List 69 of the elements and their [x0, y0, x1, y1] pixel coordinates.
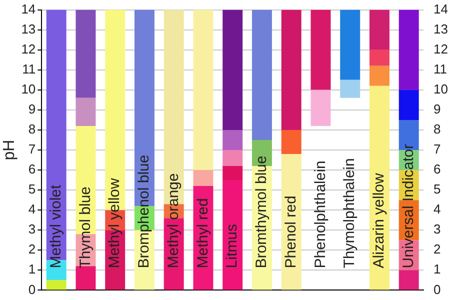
x-tick-label: Alizarin yellow	[370, 173, 388, 268]
bar	[222, 10, 243, 130]
bar	[222, 166, 243, 180]
bar	[193, 10, 214, 170]
bar	[369, 10, 390, 50]
y2-tick-label: 13	[434, 21, 448, 36]
y-tick-label: 4	[28, 202, 36, 217]
x-tick-label: Phenol red	[282, 196, 300, 268]
y-tick-label: 1	[28, 262, 36, 277]
x-tick-label: Universal Indicator	[400, 144, 417, 268]
bar	[340, 80, 360, 98]
x-tick-label: Bromthymol blue	[253, 156, 270, 268]
y-tick-label: 10	[21, 81, 36, 96]
y-tick-label: 0	[28, 282, 36, 297]
x-tick-label: Methyl orange	[164, 173, 182, 268]
bar	[76, 10, 96, 98]
y-tick-label: 12	[21, 41, 36, 56]
bar	[369, 86, 390, 290]
y2-tick-label: 3	[434, 222, 441, 237]
y2-tick-label: 8	[434, 122, 441, 137]
y2-tick-label: 1	[434, 262, 441, 277]
bar	[310, 90, 331, 126]
y-tick-label: 14	[21, 1, 36, 16]
x-tick-label: Methyl violet	[47, 184, 64, 268]
bar	[398, 270, 419, 290]
y-tick-label: 11	[22, 61, 36, 76]
y-tick-label: 3	[28, 222, 36, 237]
bar	[281, 130, 302, 154]
y2-tick-label: 11	[434, 61, 448, 76]
y-tick-label: 8	[28, 122, 36, 137]
x-tick-label: Bromphenol blue	[136, 154, 153, 268]
x-tick-label: Methyl yellow	[106, 178, 124, 268]
y2-tick-label: 2	[434, 242, 441, 257]
y-tick-label: 13	[21, 21, 36, 36]
x-tick-label: Thymol blue	[76, 186, 94, 268]
bar	[340, 10, 360, 80]
y2-tick-label: 6	[434, 162, 441, 177]
x-tick-label: Methyl red	[194, 198, 212, 268]
y2-tick-label: 14	[434, 1, 448, 16]
y-tick-label: 2	[28, 242, 36, 257]
x-tick-label: Litmus	[224, 224, 241, 268]
y2-tick-label: 7	[434, 142, 441, 157]
bar	[369, 66, 390, 86]
y2-tick-label: 9	[434, 102, 441, 117]
bar	[310, 10, 331, 90]
bar	[398, 90, 419, 120]
bar	[252, 10, 272, 140]
x-tick-label: Phenolphthalein	[312, 160, 329, 268]
bar	[76, 98, 96, 126]
y-axis-title: pH	[1, 140, 18, 160]
bar	[398, 10, 419, 90]
y-tick-label: 7	[28, 142, 36, 157]
bar	[46, 280, 66, 290]
bar	[76, 266, 96, 290]
bar	[193, 170, 214, 186]
bar	[222, 180, 243, 290]
bar	[222, 150, 243, 166]
bar	[281, 10, 302, 130]
x-tick-label: Thymolphthalein	[341, 158, 358, 268]
y2-tick-label: 4	[434, 202, 441, 217]
y-tick-label: 9	[28, 102, 36, 117]
y-tick-label: 6	[28, 162, 36, 177]
y-tick-label: 5	[28, 182, 36, 197]
y2-tick-label: 10	[434, 81, 448, 96]
bar	[369, 50, 390, 66]
y2-tick-label: 12	[434, 41, 448, 56]
bar	[222, 130, 243, 150]
y2-tick-label: 5	[434, 182, 441, 197]
y2-tick-label: 0	[434, 282, 441, 297]
